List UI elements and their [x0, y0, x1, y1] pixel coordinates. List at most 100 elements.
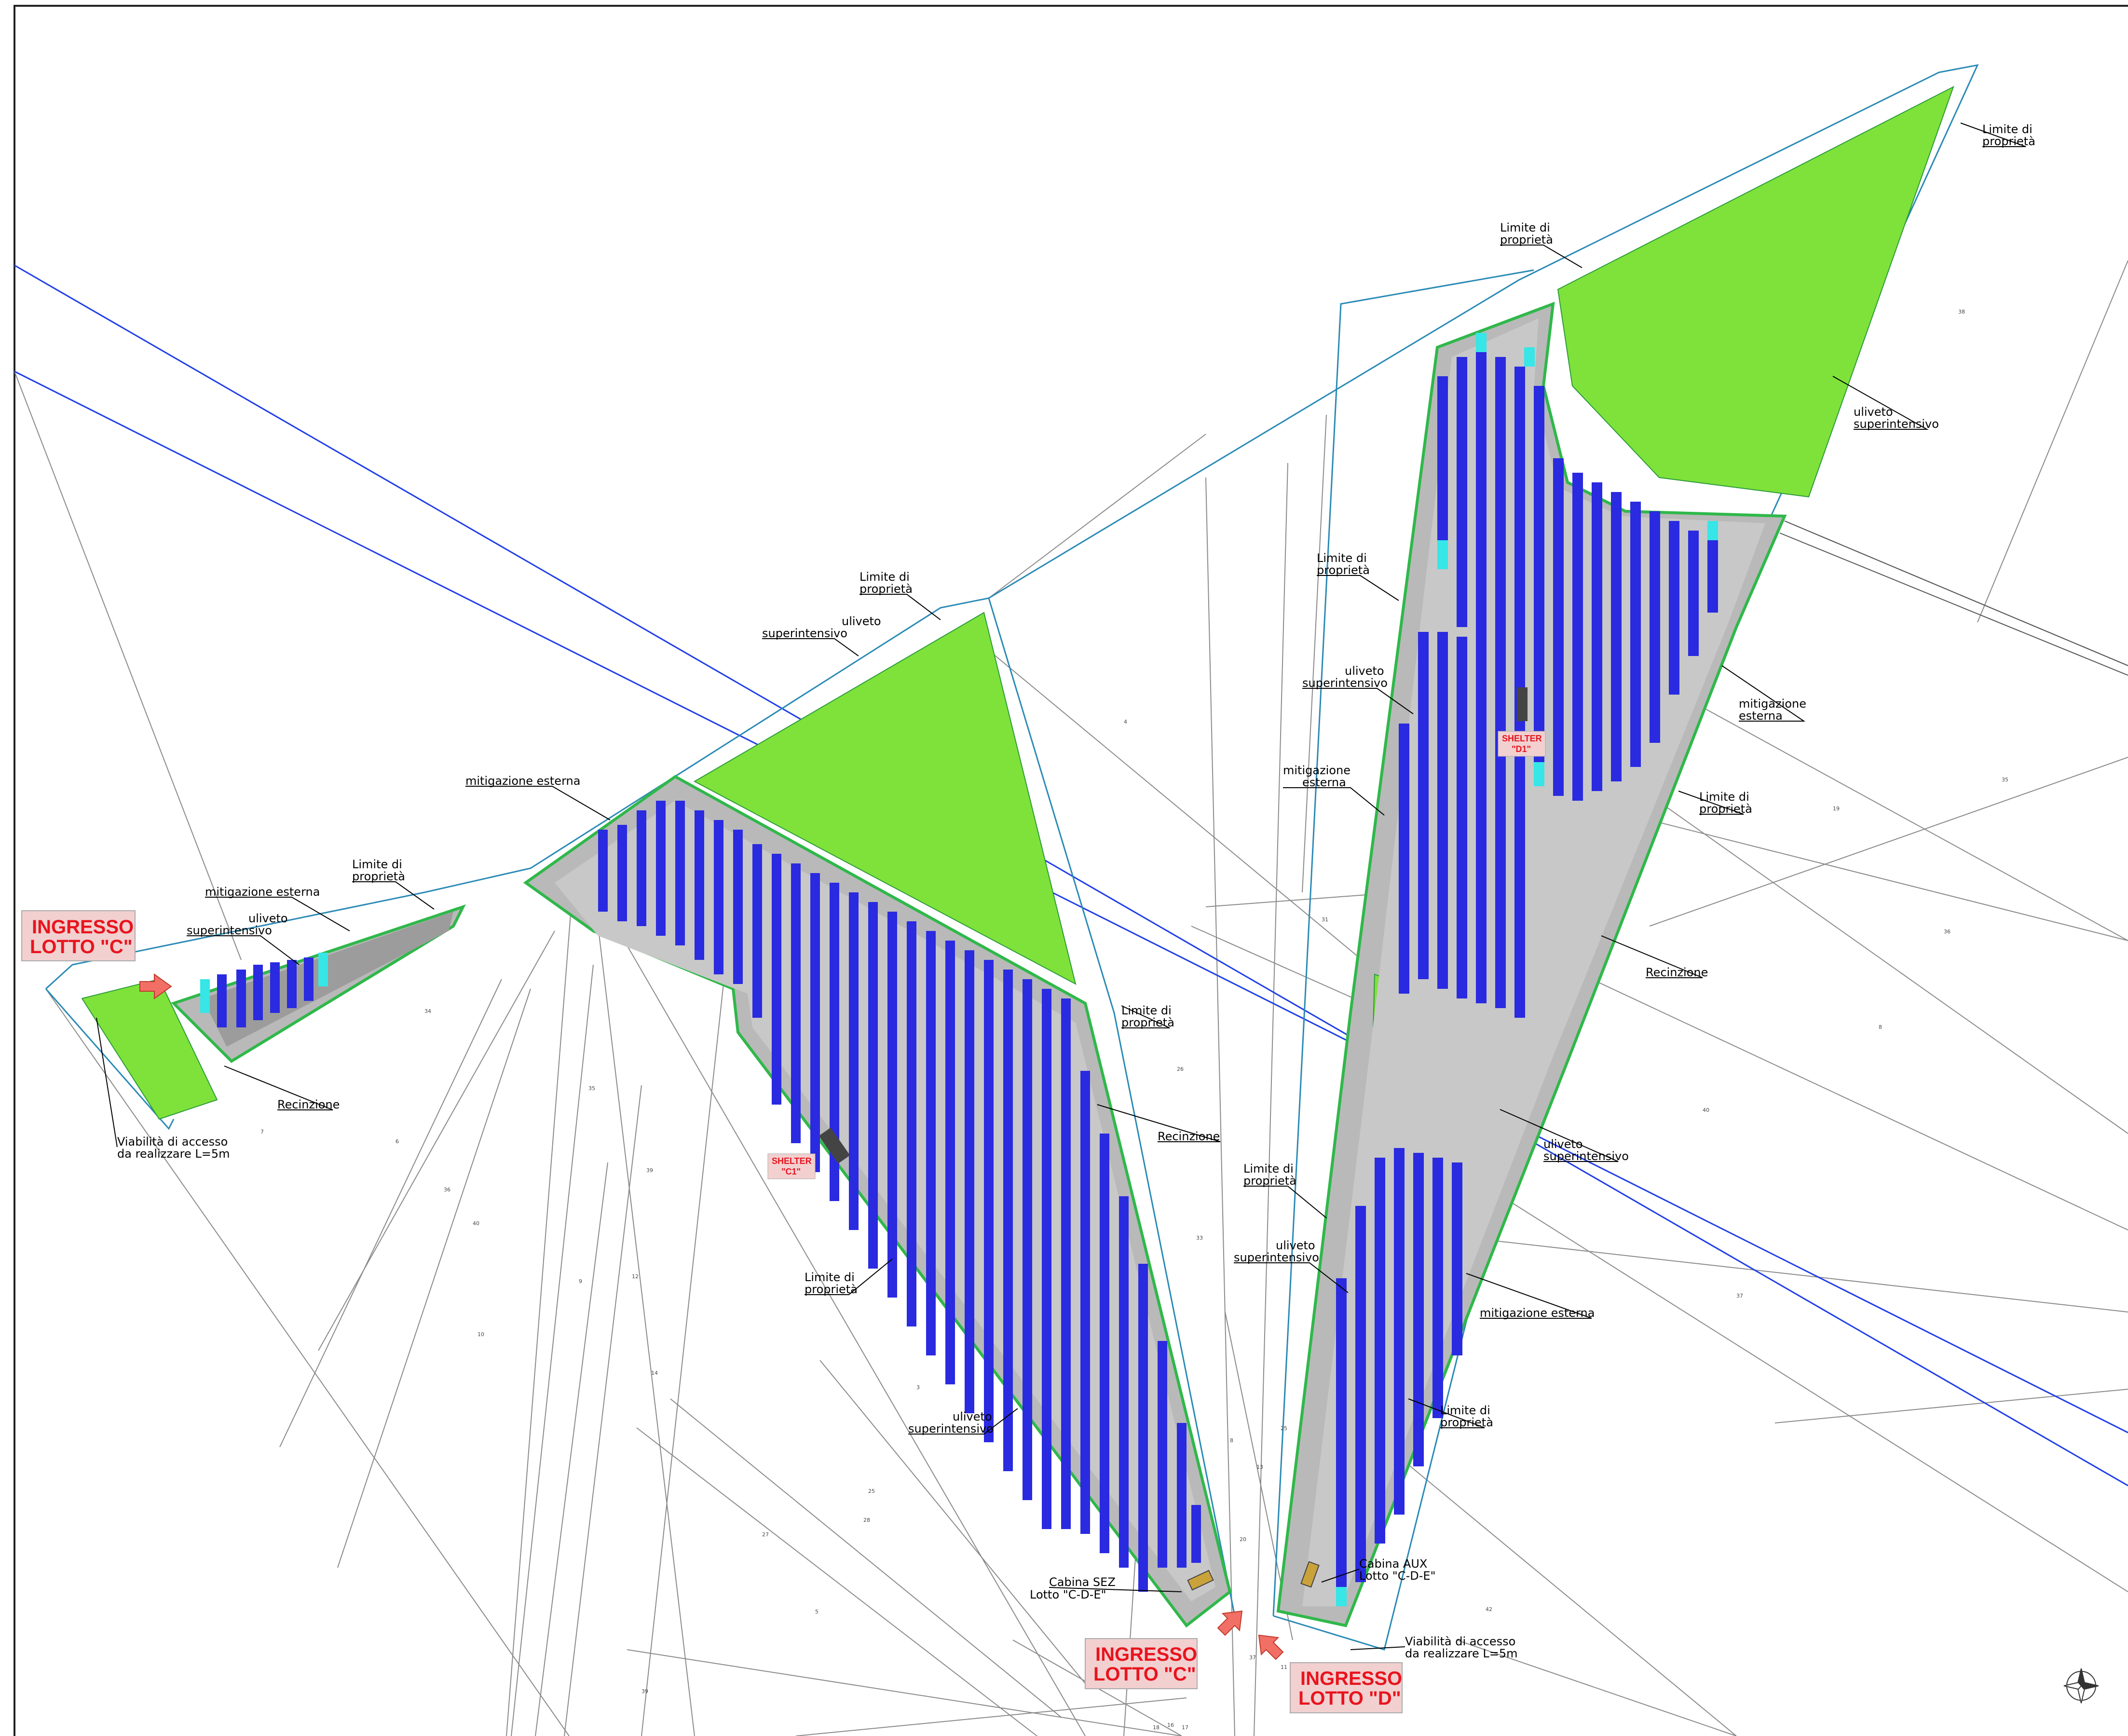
label-limite-4a: Limite di — [805, 1271, 855, 1284]
olive-grove-lotto-d-north — [1557, 85, 1954, 498]
label-limite-10a: Limite di — [1440, 1404, 1490, 1417]
label-uliveto-5b: superintensivo — [1302, 676, 1388, 690]
map-frame — [14, 5, 2128, 1736]
parcel-number: 35 — [2002, 777, 2008, 783]
label-mitigazione-1: mitigazione esterna — [465, 774, 580, 788]
label-mitigazione-4a: mitigazione — [1283, 764, 1350, 777]
parcel-number: 13 — [1256, 1464, 1263, 1470]
parcel-number: 35 — [588, 1085, 595, 1092]
shelter-c1-line1: SHELTER — [772, 1156, 812, 1166]
label-recinzione-3: Recinzione — [1646, 966, 1708, 979]
parcel-number: 38 — [1958, 309, 1965, 315]
parcel-number: 36 — [444, 1187, 450, 1193]
entrance-box-d — [1290, 1662, 1403, 1713]
railway-line — [1779, 520, 2128, 676]
label-limite-10b: proprietà — [1440, 1416, 1493, 1429]
label-limite-2a: Limite di — [352, 858, 402, 871]
entrance-arrows — [139, 973, 1284, 1660]
parcel-number: 33 — [1196, 1235, 1203, 1241]
label-viabilita-1b: da realizzare L=5m — [117, 1147, 230, 1161]
label-cabina-aux-b: Lotto "C-D-E" — [1359, 1569, 1436, 1583]
parcel-number: 8 — [1879, 1024, 1882, 1030]
label-limite-8b: proprietà — [1699, 802, 1752, 816]
parcel-number: 17 — [1182, 1724, 1188, 1731]
label-mitigazione-5a: mitigazione — [1739, 697, 1806, 711]
entrance-c-south-line2: LOTTO "C" — [1093, 1664, 1196, 1685]
label-limite-1b: proprietà — [859, 582, 913, 596]
label-limite-6b: proprietà — [1982, 135, 2035, 148]
leader-lines — [96, 123, 2026, 1650]
parcel-number: 25 — [868, 1488, 875, 1494]
parcel-number: 11 — [1281, 1664, 1287, 1670]
label-uliveto-1b: superintensivo — [762, 627, 847, 640]
label-cabina-sez-a: Cabina SEZ — [1049, 1575, 1116, 1589]
cadastral-lines — [14, 260, 2128, 1736]
parcel-number: 40 — [1703, 1107, 1709, 1113]
parcel-number: 39 — [641, 1688, 648, 1695]
label-recinzione-2: Recinzione — [1158, 1130, 1220, 1143]
olive-grove-lotto-c-west — [81, 978, 218, 1120]
red-arrow-icon — [139, 973, 172, 999]
parcel-number: 34 — [424, 1008, 431, 1014]
parcel-number: 27 — [762, 1531, 769, 1538]
label-uliveto-3a: uliveto — [953, 1410, 992, 1423]
parcel-number: 16 — [1167, 1722, 1174, 1728]
parcel-number: 14 — [651, 1370, 658, 1376]
red-arrow-icon — [1217, 1610, 1243, 1636]
shelter-c1-line2: "C1" — [781, 1167, 801, 1176]
parcel-number: 37 — [1736, 1293, 1743, 1299]
shelter-labels: SHELTER "C1" SHELTER "D1" — [767, 731, 1546, 1179]
label-uliveto-4a: uliveto — [1854, 405, 1893, 419]
parcel-number: 12 — [632, 1273, 639, 1280]
label-cabina-sez-b: Lotto "C-D-E" — [1030, 1588, 1106, 1601]
entrance-d-line2: LOTTO "D" — [1298, 1688, 1401, 1709]
label-uliveto-1a: uliveto — [842, 615, 881, 628]
label-uliveto-2a: uliveto — [248, 912, 288, 925]
label-limite-3a: Limite di — [1121, 1004, 1172, 1017]
parcel-number: 19 — [1833, 806, 1840, 812]
label-viabilita-2a: Viabilità di accesso — [1405, 1635, 1515, 1648]
parcel-number: 7 — [260, 1129, 264, 1135]
olive-grove-lotto-c-north — [693, 612, 1077, 985]
entrance-c-south-line1: INGRESSO — [1095, 1644, 1197, 1665]
parcel-number: 36 — [1944, 929, 1951, 935]
label-uliveto-7a: uliveto — [1276, 1239, 1315, 1252]
solar-panel-rows — [200, 333, 1718, 1606]
label-limite-9b: proprietà — [1243, 1174, 1296, 1188]
parcel-number: 37 — [1249, 1654, 1256, 1661]
parcel-numbers: 3476353640912103935426313381325373835193… — [260, 309, 2008, 1731]
label-uliveto-3b: superintensivo — [908, 1422, 994, 1435]
label-uliveto-5a: uliveto — [1345, 664, 1384, 678]
entrance-d-line1: INGRESSO — [1300, 1668, 1402, 1689]
parcel-number: 39 — [646, 1167, 653, 1174]
label-limite-4b: proprietà — [805, 1283, 858, 1296]
power-lines — [14, 264, 2128, 1487]
label-limite-7b: proprietà — [1317, 563, 1370, 577]
entrance-c-west-line1: INGRESSO — [32, 916, 134, 938]
entrance-box-c-west — [21, 910, 136, 961]
label-uliveto-2b: superintensivo — [187, 924, 272, 937]
shelter-c1-box — [767, 1153, 816, 1179]
shelter-buildings — [818, 687, 1528, 1164]
parcel-number: 28 — [863, 1517, 870, 1523]
label-limite-5a: Limite di — [1500, 221, 1550, 234]
parcel-number: 5 — [815, 1609, 818, 1615]
parcel-number: 26 — [1177, 1066, 1184, 1072]
label-uliveto-7b: superintensivo — [1234, 1251, 1319, 1264]
parcel-number: 20 — [1240, 1536, 1246, 1543]
red-arrow-icon — [1258, 1634, 1284, 1660]
parcel-number: 18 — [1153, 1724, 1159, 1731]
cabin-buildings — [1187, 1561, 1320, 1591]
label-viabilita-1a: Viabilità di accesso — [117, 1135, 228, 1148]
parcel-number: 10 — [477, 1331, 484, 1338]
label-limite-7a: Limite di — [1317, 551, 1367, 565]
label-limite-9a: Limite di — [1243, 1162, 1294, 1176]
parcel-number: 25 — [1281, 1425, 1287, 1432]
parcel-number: 9 — [579, 1278, 582, 1285]
map-annotations: Limite di proprietà Limite di proprietà … — [117, 123, 2035, 1660]
label-limite-5b: proprietà — [1500, 233, 1553, 246]
parcel-number: 6 — [396, 1138, 399, 1145]
label-uliveto-6b: superintensivo — [1543, 1149, 1629, 1163]
label-cabina-aux-a: Cabina AUX — [1359, 1557, 1427, 1571]
